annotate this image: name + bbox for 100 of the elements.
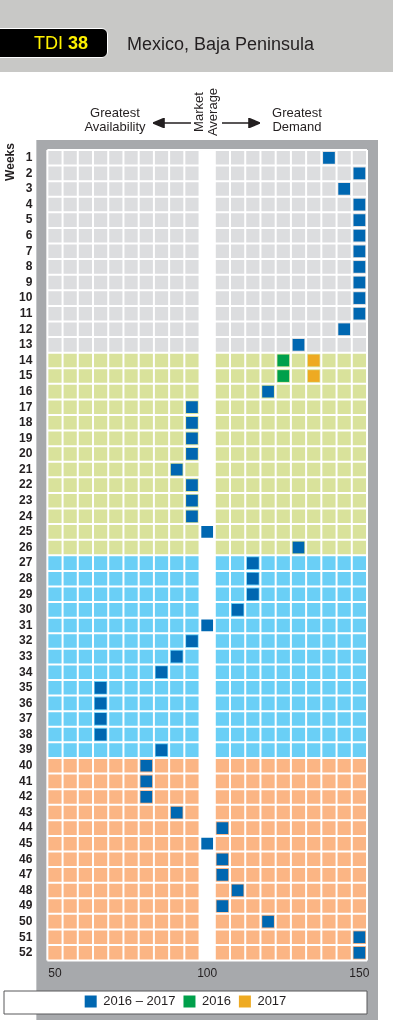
point — [94, 713, 107, 725]
point — [155, 666, 168, 679]
point — [216, 900, 229, 912]
y-tick-label: 49 — [18, 898, 33, 913]
y-tick-label: 40 — [18, 758, 33, 773]
point — [338, 323, 351, 336]
chart-title: Mexico, Baja Peninsula — [127, 33, 315, 56]
y-tick-label: 8 — [25, 259, 33, 274]
y-tick-label: 28 — [18, 571, 33, 585]
point — [353, 931, 366, 944]
x-tick-label: 150 — [349, 966, 370, 981]
point — [186, 635, 198, 647]
point — [353, 229, 366, 242]
y-tick-label: 33 — [18, 648, 33, 663]
point — [353, 214, 366, 227]
legend-label: 2017 — [257, 993, 287, 1009]
point — [201, 619, 214, 632]
point — [277, 370, 290, 382]
point — [216, 822, 229, 834]
point — [186, 448, 198, 460]
y-tick-label: 36 — [18, 695, 33, 710]
y-tick-label: 14 — [18, 352, 33, 367]
y-tick-label: 12 — [18, 321, 33, 336]
text: Greatest Availability — [83, 105, 147, 134]
y-tick-label: 42 — [18, 789, 33, 804]
point — [170, 463, 183, 476]
y-tick-label: 27 — [18, 555, 33, 570]
point — [307, 354, 320, 367]
point — [216, 853, 229, 866]
y-tick-label: 18 — [18, 415, 33, 430]
y-tick-label: 3 — [25, 181, 33, 196]
y-tick-label: 44 — [18, 820, 33, 835]
point — [170, 806, 183, 819]
point — [246, 588, 259, 601]
point — [155, 744, 168, 757]
y-tick-label: 47 — [18, 867, 33, 882]
y-tick-label: 25 — [18, 524, 33, 539]
point — [323, 151, 335, 164]
y-tick-label: 52 — [18, 945, 33, 960]
point — [186, 416, 198, 429]
y-tick-label: 4 — [25, 196, 33, 211]
point — [201, 837, 214, 850]
y-axis-title: Weeks — [3, 142, 17, 183]
y-tick-label: 46 — [18, 851, 33, 866]
y-tick-label: 10 — [18, 290, 33, 305]
y-tick-label: 34 — [18, 664, 33, 679]
point — [307, 370, 320, 382]
point — [216, 868, 229, 881]
point — [140, 791, 153, 803]
y-tick-label: 48 — [18, 882, 33, 897]
y-tick-label: 26 — [18, 539, 33, 554]
y-tick-label: 23 — [18, 493, 33, 508]
point — [338, 183, 351, 195]
point — [231, 603, 244, 616]
y-tick-label: 22 — [18, 477, 33, 492]
point — [353, 261, 366, 273]
point — [201, 526, 214, 538]
y-tick-label: 30 — [18, 602, 33, 617]
y-tick-label: 9 — [25, 274, 33, 289]
x-tick-label: 50 — [48, 966, 62, 981]
y-tick-label: 5 — [25, 212, 33, 227]
y-tick-label: 19 — [18, 430, 33, 445]
y-tick-label: 43 — [18, 804, 33, 819]
y-tick-label: 37 — [18, 711, 33, 726]
point — [186, 479, 198, 492]
point — [277, 354, 290, 367]
point — [353, 946, 366, 959]
y-tick-label: 41 — [18, 773, 33, 788]
point — [140, 775, 153, 788]
y-tick-label: 1 — [25, 150, 33, 165]
point — [186, 510, 198, 523]
y-tick-label: 39 — [18, 742, 33, 757]
point — [353, 245, 366, 258]
y-tick-label: 51 — [18, 929, 33, 944]
text: TDI 38 — [34, 32, 89, 55]
point — [262, 385, 274, 398]
y-tick-label: 16 — [18, 383, 33, 398]
y-tick-label: 11 — [19, 305, 33, 320]
y-tick-label: 35 — [18, 680, 33, 695]
legend-label: 2016 – 2017 — [103, 993, 176, 1009]
band-label: Market Average — [191, 87, 220, 137]
y-tick-label: 13 — [18, 337, 33, 352]
y-tick-label: 6 — [25, 228, 33, 243]
point — [262, 915, 274, 928]
legend-label: 2016 — [201, 993, 231, 1009]
point — [170, 650, 183, 663]
y-tick-label: 20 — [18, 446, 33, 461]
point — [140, 759, 153, 772]
text: Greatest Demand — [271, 105, 323, 134]
y-tick-label: 15 — [18, 368, 33, 383]
y-tick-label: 21 — [18, 461, 33, 476]
y-tick-label: 38 — [18, 726, 33, 741]
y-tick-label: 32 — [18, 633, 33, 648]
y-tick-label: 24 — [18, 508, 33, 523]
point — [246, 557, 259, 569]
y-tick-label: 31 — [18, 617, 33, 632]
y-tick-label: 2 — [25, 165, 33, 180]
point — [94, 681, 107, 694]
y-tick-label: 50 — [18, 913, 33, 928]
y-tick-label: 29 — [18, 586, 33, 601]
